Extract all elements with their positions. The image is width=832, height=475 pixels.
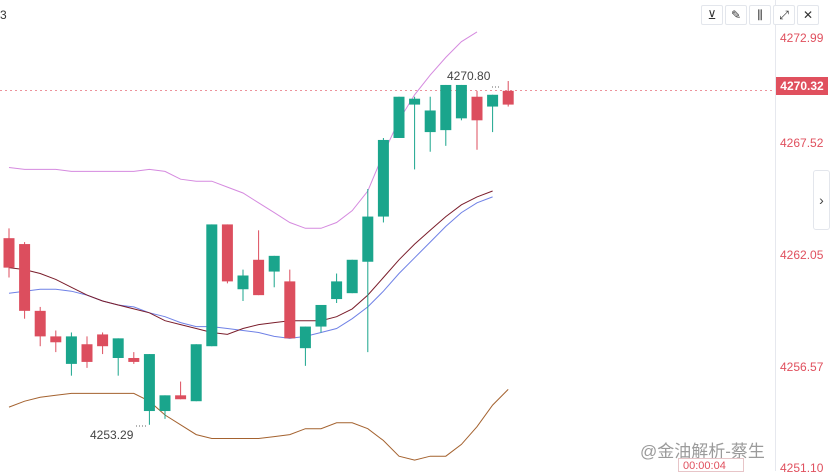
candle-countdown-timer: 00:00:04 <box>678 458 744 472</box>
candle-up <box>237 275 249 290</box>
candle-down <box>284 281 296 339</box>
candle-down <box>97 334 109 347</box>
indicator-icon[interactable]: ⊻ <box>701 5 723 25</box>
timeframe-label: 3 <box>0 8 7 22</box>
y-tick-label: 4267.52 <box>780 136 824 150</box>
high-price-label: 4270.80 <box>447 69 491 83</box>
candle-style-icon[interactable]: ⫼ <box>749 5 771 25</box>
candle-up <box>409 98 421 105</box>
candle-up <box>159 395 171 412</box>
chevron-right-icon[interactable]: › <box>813 170 830 230</box>
candle-down <box>221 224 233 282</box>
candle-up <box>362 216 374 262</box>
candle-up <box>143 354 155 412</box>
candle-up <box>393 96 405 138</box>
candle-down <box>50 336 62 343</box>
watermark-text: @金油解析-蔡生 <box>640 442 765 461</box>
draw-pencil-icon[interactable]: ✎ <box>725 5 747 25</box>
upper-band-line <box>8 31 478 229</box>
candle-down <box>175 395 187 400</box>
low-price-label: 4253.29 <box>90 428 134 442</box>
candle-down <box>34 310 46 337</box>
candle-up <box>65 336 77 364</box>
candle-down <box>19 244 31 311</box>
y-tick-label: 4262.05 <box>780 248 824 262</box>
candle-up <box>487 94 499 107</box>
candle-up <box>331 281 343 300</box>
candle-down <box>253 259 265 296</box>
close-icon[interactable]: ✕ <box>797 5 819 25</box>
y-tick-label: 4251.10 <box>780 461 824 475</box>
y-tick-label: 4272.99 <box>780 31 824 45</box>
candle-down <box>502 90 514 105</box>
price-chart[interactable] <box>0 0 775 471</box>
candle-up <box>206 224 218 347</box>
price-axis[interactable] <box>775 0 832 471</box>
last-price-badge: 4270.32 <box>776 77 828 95</box>
candle-up <box>377 139 389 217</box>
candle-down <box>471 96 483 121</box>
ma-fast-line <box>8 190 493 335</box>
candle-down <box>128 357 140 362</box>
fullscreen-icon[interactable]: ⤢ <box>773 5 795 25</box>
candle-up <box>112 338 124 358</box>
candle-up <box>424 110 436 133</box>
lower-band-line <box>8 389 509 461</box>
candle-up <box>299 326 311 349</box>
candle-up <box>455 84 467 119</box>
candle-up <box>315 304 327 327</box>
candle-down <box>3 238 15 268</box>
ma-slow-line <box>8 196 493 339</box>
candle-up <box>440 84 452 131</box>
candle-up <box>268 255 280 272</box>
y-tick-label: 4256.57 <box>780 360 824 374</box>
candle-down <box>81 344 93 362</box>
candle-up <box>346 259 358 294</box>
candle-up <box>190 344 202 402</box>
